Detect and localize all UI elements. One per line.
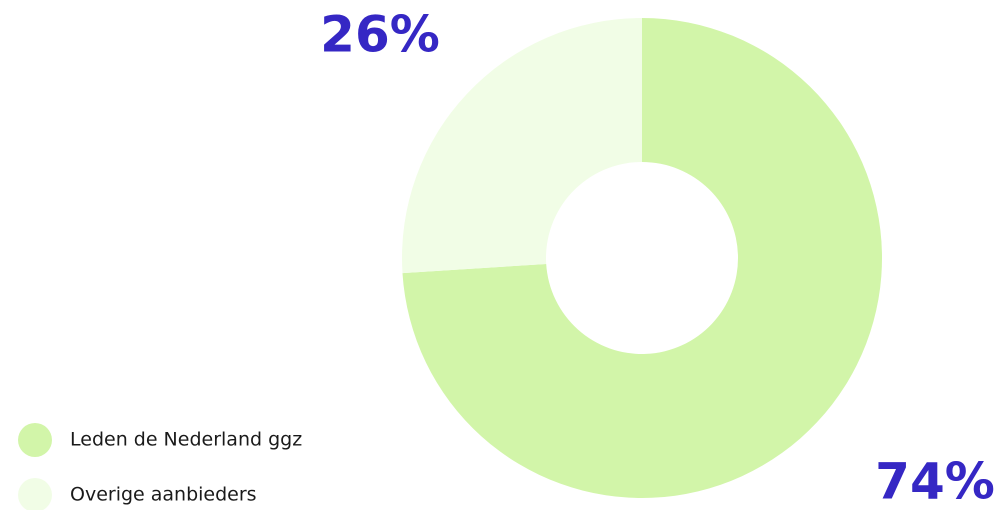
value-label: 26% [320,6,440,64]
legend-label: Overige aanbieders [70,484,257,506]
slice [401,18,642,274]
legend-swatch [18,423,52,457]
slice [402,18,883,498]
value-label: 74% [875,453,995,510]
legend-swatch [18,478,52,510]
legend-label: Leden de Nederland ggz [70,429,302,451]
